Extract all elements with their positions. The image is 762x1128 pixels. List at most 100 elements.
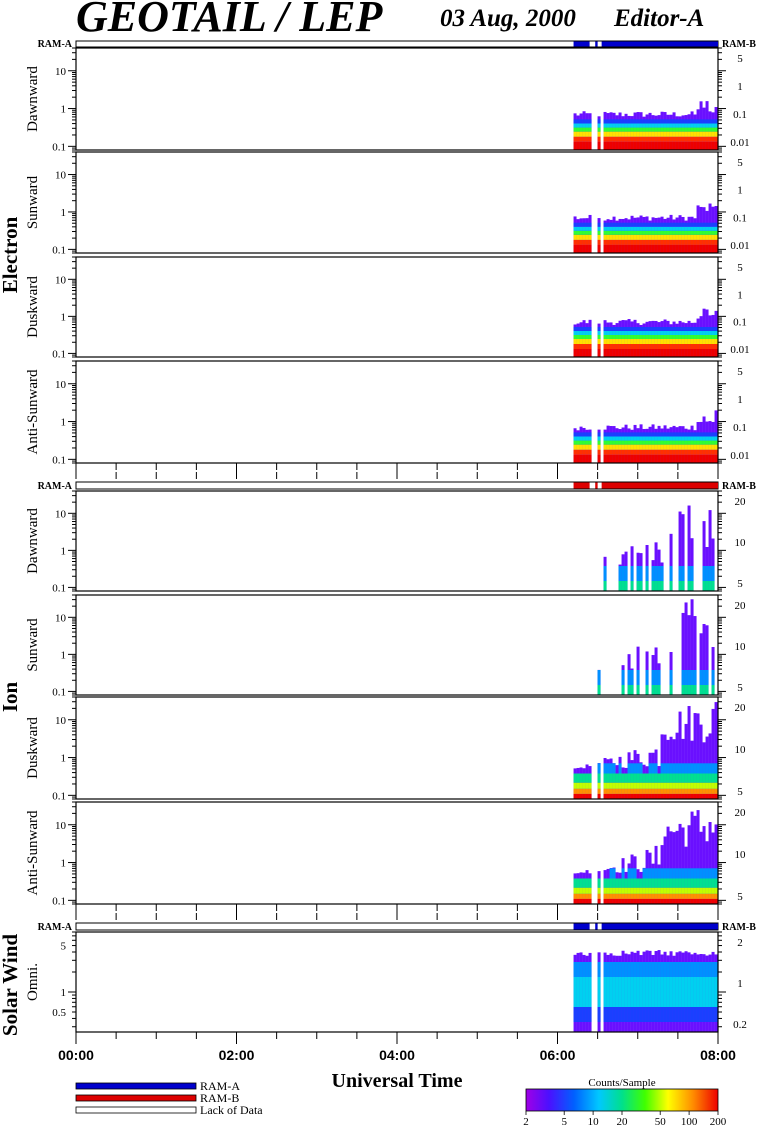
spectrogram-cell	[597, 432, 601, 437]
spectrogram-cell	[603, 782, 607, 789]
spectrogram-cell	[714, 136, 718, 142]
spectrogram-cell	[597, 444, 601, 450]
spectrogram-cell	[621, 782, 625, 789]
spectrogram-cell	[618, 344, 622, 349]
ram-bar-segment	[601, 482, 718, 489]
spectrogram-cell	[609, 327, 613, 331]
spectrogram-cell	[588, 244, 592, 253]
spectrogram-cell	[669, 327, 673, 331]
spectrogram-cell	[654, 123, 658, 128]
spectrogram-cell	[705, 244, 709, 253]
spectrogram-cell	[609, 222, 613, 227]
spectrogram-cell	[669, 868, 673, 879]
spectrogram-cell	[642, 444, 646, 450]
spectrogram-cell	[684, 444, 688, 450]
spectrogram-cell	[693, 141, 697, 150]
spectrogram-cell	[639, 226, 643, 231]
spectrogram-cell	[660, 432, 664, 437]
spectrogram-cell	[630, 432, 634, 437]
spectrogram-cell	[624, 131, 628, 137]
spectrogram-cell	[603, 222, 607, 227]
spectrogram-cell	[684, 222, 688, 227]
spectrogram-cell	[603, 119, 607, 124]
spectrogram-cell	[696, 127, 700, 132]
colorbar-tick-label: 100	[681, 1116, 698, 1128]
spectrogram-cell	[579, 898, 583, 904]
spectrogram-cell	[696, 788, 700, 794]
spectrogram-cell	[630, 440, 634, 445]
spectrogram-cell	[690, 127, 694, 132]
spectrogram-cell	[603, 581, 607, 591]
spectrogram-cell	[573, 234, 577, 240]
spectrogram-cell	[687, 962, 691, 977]
spectrogram-cell	[588, 344, 592, 349]
spectrogram-cell	[654, 339, 658, 344]
spectrogram-cell	[615, 131, 619, 137]
spectrogram-cell	[669, 344, 673, 349]
spectrogram-cell	[654, 141, 658, 150]
spectrogram-cell	[606, 962, 610, 977]
spectrogram-cell	[603, 788, 607, 794]
spectrogram-cell	[573, 226, 577, 231]
spectrogram-cell	[657, 868, 661, 879]
spectrogram-cell	[702, 685, 706, 695]
spectrogram-cell	[714, 788, 718, 794]
spectrogram-cell	[615, 239, 619, 245]
colorbar-tick-label: 50	[655, 1116, 667, 1128]
spectrogram-cell	[705, 349, 709, 357]
spectrogram-cell	[699, 226, 703, 231]
spectrogram-cell	[705, 239, 709, 245]
spectrogram-cell	[678, 763, 682, 774]
spectrogram-cell	[657, 344, 661, 349]
y-tick-label: 1	[61, 649, 67, 661]
spectrogram-cell	[636, 136, 640, 142]
spectrogram-cell	[621, 234, 625, 240]
spectrogram-cell	[633, 222, 637, 227]
spectrogram-cell	[702, 962, 706, 977]
spectrogram-cell	[648, 449, 652, 455]
spectrogram-cell	[630, 335, 634, 339]
spectrogram-cell	[576, 327, 580, 331]
spectrogram-cell	[615, 331, 619, 335]
spectrogram-cell	[660, 226, 664, 231]
spectrogram-cell	[606, 234, 610, 240]
colorbar-tick-label: 5	[561, 1116, 567, 1128]
spectrogram-cell	[630, 566, 634, 581]
spectrogram-cell	[666, 349, 670, 357]
spectrogram-cell	[624, 962, 628, 977]
spectrogram-cell	[705, 226, 709, 231]
spectrogram-cell	[633, 119, 637, 124]
spectrogram-cell	[690, 440, 694, 445]
spectrogram-cell	[669, 788, 673, 794]
spectrogram-cell	[684, 670, 688, 685]
spectrogram-cell	[666, 440, 670, 445]
spectrogram-cell	[609, 127, 613, 132]
spectrogram-cell	[687, 136, 691, 142]
spectrogram-cell	[636, 230, 640, 235]
spectrogram-cell	[711, 788, 715, 794]
spectrogram-cell	[714, 773, 718, 783]
y-tick-label: 10	[55, 379, 67, 391]
spectrogram-cell	[693, 131, 697, 137]
spectrogram-cell	[630, 222, 634, 227]
spectrogram-cell	[705, 868, 709, 879]
spectrogram-cell	[645, 685, 649, 695]
y-tick-label: 10	[55, 508, 67, 520]
spectrogram-cell	[681, 763, 685, 774]
spectrogram-cell	[636, 239, 640, 245]
spectrogram-cell	[672, 962, 676, 977]
spectrogram-cell	[606, 763, 610, 774]
spectrogram-cell	[669, 127, 673, 132]
spectrogram-cell	[648, 763, 652, 774]
spectrogram-cell	[645, 123, 649, 128]
spectrogram-cell	[651, 1007, 655, 1022]
spectrogram-cell	[609, 449, 613, 455]
spectrogram-cell	[579, 454, 583, 463]
spectrogram-cell	[606, 141, 610, 150]
spectrogram-cell	[639, 327, 643, 331]
spectrogram-cell	[597, 449, 601, 455]
ram-right-label: RAM-B	[722, 39, 756, 50]
spectrogram-cell	[690, 782, 694, 789]
spectrogram-cell	[615, 449, 619, 455]
spectrogram-cell	[678, 244, 682, 253]
